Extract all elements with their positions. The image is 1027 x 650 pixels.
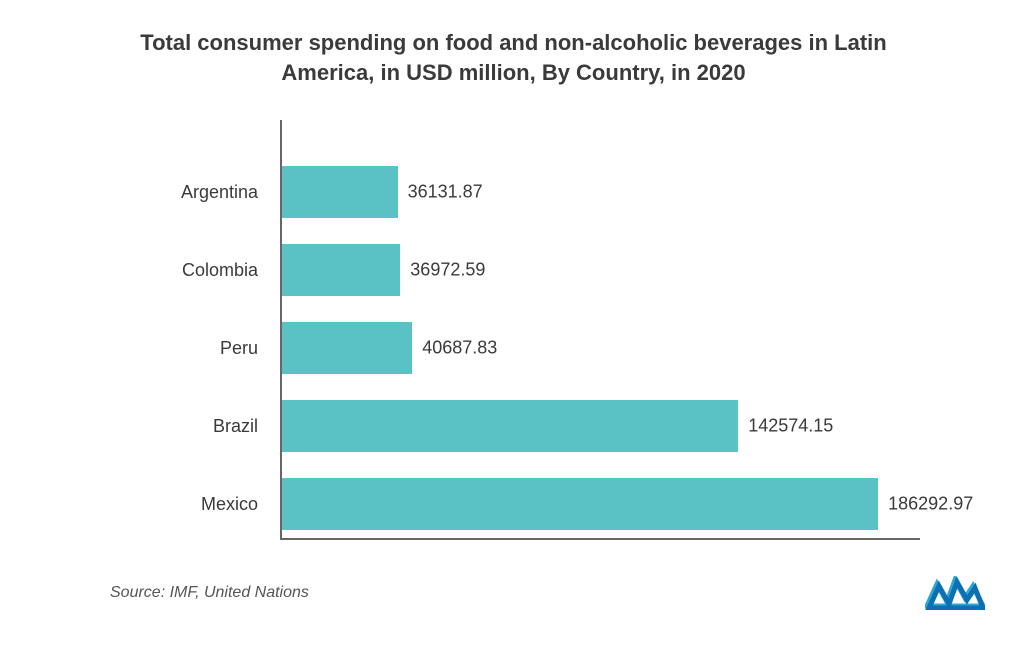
category-label: Mexico (160, 494, 270, 515)
chart-area: Argentina 36131.87 Colombia 36972.59 Peru 406… (160, 120, 940, 540)
value-label: 186292.97 (888, 494, 973, 515)
category-label: Peru (160, 338, 270, 359)
value-label: 36131.87 (408, 182, 483, 203)
value-label: 142574.15 (748, 416, 833, 437)
bar-row: Brazil 142574.15 (160, 400, 940, 452)
source-attribution: Source: IMF, United Nations (110, 584, 309, 602)
bar-track: 142574.15 (282, 400, 940, 452)
bar-track: 40687.83 (282, 322, 940, 374)
category-label: Colombia (160, 260, 270, 281)
bar-row: Colombia 36972.59 (160, 244, 940, 296)
bar (282, 478, 878, 530)
bar-track: 36131.87 (282, 166, 940, 218)
bar-row: Mexico 186292.97 (160, 478, 940, 530)
category-label: Argentina (160, 182, 270, 203)
bar (282, 166, 398, 218)
chart-title: Total consumer spending on food and non-… (0, 0, 1027, 97)
bar (282, 322, 412, 374)
bar (282, 244, 400, 296)
bar-row: Argentina 36131.87 (160, 166, 940, 218)
bar (282, 400, 738, 452)
category-label: Brazil (160, 416, 270, 437)
value-label: 36972.59 (410, 260, 485, 281)
value-label: 40687.83 (422, 338, 497, 359)
brand-logo (925, 576, 985, 610)
bars-container: Argentina 36131.87 Colombia 36972.59 Peru 406… (160, 120, 940, 540)
bar-row: Peru 40687.83 (160, 322, 940, 374)
bar-track: 36972.59 (282, 244, 940, 296)
bar-track: 186292.97 (282, 478, 940, 530)
